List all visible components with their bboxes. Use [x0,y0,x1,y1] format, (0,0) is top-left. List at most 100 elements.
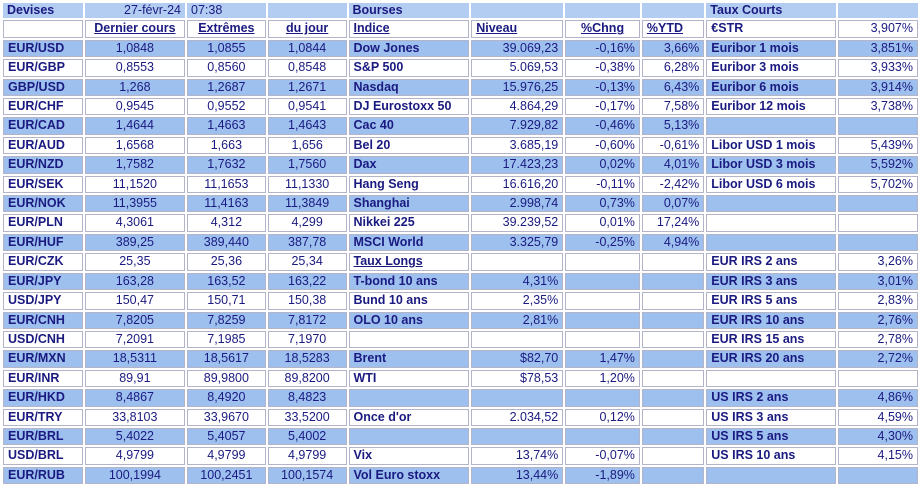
index-name: Nasdaq [348,78,470,97]
rate-value: 5,702% [838,175,918,194]
index-name: Dow Jones [348,39,470,58]
rate-value [838,466,918,485]
index-name: Hang Seng [348,175,470,194]
low-price: 163,22 [267,272,347,291]
index-level: 15.976,25 [471,78,564,97]
pct-change [565,427,640,446]
index-level: $78,53 [471,369,564,388]
pct-ytd: 5,13% [641,117,705,135]
high-price: 7,8259 [187,311,266,329]
pct-change: 0,12% [565,408,640,426]
high-price: 1,2687 [187,78,266,97]
empty-cell [838,3,918,19]
high-price: 1,4663 [187,117,266,135]
table-row: GBP/USD 1,268 1,2687 1,2671 Nasdaq 15.976,25-… [3,78,918,97]
currency-pair: USD/CNH [3,330,83,349]
high-price: 33,9670 [187,408,266,426]
high-price: 8,4920 [187,389,266,407]
low-price: 5,4002 [267,427,347,446]
high-price: 25,36 [187,253,266,271]
index-name: S&P 500 [348,59,470,77]
title-row: Devises 27-févr-24 07:38 Bourses Taux Co… [3,3,918,19]
col-du-jour: du jour [267,20,347,38]
rate-value: 4,86% [838,389,918,407]
empty-cell [471,3,564,19]
index-level: 2.998,74 [471,195,564,213]
index-level: 4.864,29 [471,98,564,116]
rate-value: 4,59% [838,408,918,426]
rate-value: 2,76% [838,311,918,329]
index-level: 13,74% [471,447,564,465]
currency-pair: EUR/GBP [3,59,83,77]
pct-change [565,311,640,329]
rate-name: EUR IRS 5 ans [706,292,837,310]
pct-change [565,272,640,291]
pct-ytd: 7,58% [641,98,705,116]
index-name: Taux Longs [348,253,470,271]
col-extremes: Extrêmes [187,20,266,38]
rate-name: Euribor 6 mois [706,78,837,97]
currency-pair: EUR/INR [3,369,83,388]
index-name: Nikkei 225 [348,214,470,232]
table-row: EUR/GBP 0,8553 0,8560 0,8548 S&P 500 5.069,53… [3,59,918,77]
rate-value: 3,851% [838,39,918,58]
low-price: 387,78 [267,233,347,252]
empty-cell [3,20,83,38]
index-level: 2,81% [471,311,564,329]
low-price: 4,299 [267,214,347,232]
rate-name: US IRS 2 ans [706,389,837,407]
index-level: 4,31% [471,272,564,291]
pct-ytd [641,389,705,407]
index-name: OLO 10 ans [348,311,470,329]
col-chng: %Chng [565,20,640,38]
rate-value [838,117,918,135]
low-price: 4,9799 [267,447,347,465]
last-price: 5,4022 [84,427,185,446]
index-level [471,330,564,349]
index-name: Vix [348,447,470,465]
pct-ytd [641,292,705,310]
pct-ytd [641,447,705,465]
currency-pair: EUR/CZK [3,253,83,271]
low-price: 1,656 [267,136,347,155]
pct-change: -0,25% [565,233,640,252]
table-row: USD/CNH 7,2091 7,1985 7,1970 EUR IRS 15 ans 2… [3,330,918,349]
col-indice: Indice [348,20,470,38]
rate-value [838,369,918,388]
table-row: EUR/CHF 0,9545 0,9552 0,9541 DJ Eurostoxx 50… [3,98,918,116]
rate-name: US IRS 3 ans [706,408,837,426]
currency-pair: EUR/PLN [3,214,83,232]
high-price: 1,0855 [187,39,266,58]
pct-change: 0,73% [565,195,640,213]
last-price: 25,35 [84,253,185,271]
currency-pair: EUR/MXN [3,350,83,368]
pct-ytd: -0,61% [641,136,705,155]
low-price: 7,1970 [267,330,347,349]
high-price: 389,440 [187,233,266,252]
index-level: 3.685,19 [471,136,564,155]
low-price: 1,4643 [267,117,347,135]
table-row: EUR/CNH 7,8205 7,8259 7,8172 OLO 10 ans 2,81%… [3,311,918,329]
index-name: WTI [348,369,470,388]
pct-change: -0,07% [565,447,640,465]
low-price: 1,2671 [267,78,347,97]
last-price: 389,25 [84,233,185,252]
index-level: 5.069,53 [471,59,564,77]
last-price: 0,8553 [84,59,185,77]
last-price: 4,9799 [84,447,185,465]
high-price: 0,8560 [187,59,266,77]
currency-pair: EUR/JPY [3,272,83,291]
currency-pair: GBP/USD [3,78,83,97]
pct-change [565,292,640,310]
currency-pair: EUR/CAD [3,117,83,135]
pct-change: -0,13% [565,78,640,97]
rate-name [706,466,837,485]
rate-name: Euribor 1 mois [706,39,837,58]
rate-name: EUR IRS 20 ans [706,350,837,368]
high-price: 11,1653 [187,175,266,194]
last-price: 1,0848 [84,39,185,58]
currency-pair: EUR/USD [3,39,83,58]
currency-pair: EUR/BRL [3,427,83,446]
index-name: Bel 20 [348,136,470,155]
index-name [348,330,470,349]
